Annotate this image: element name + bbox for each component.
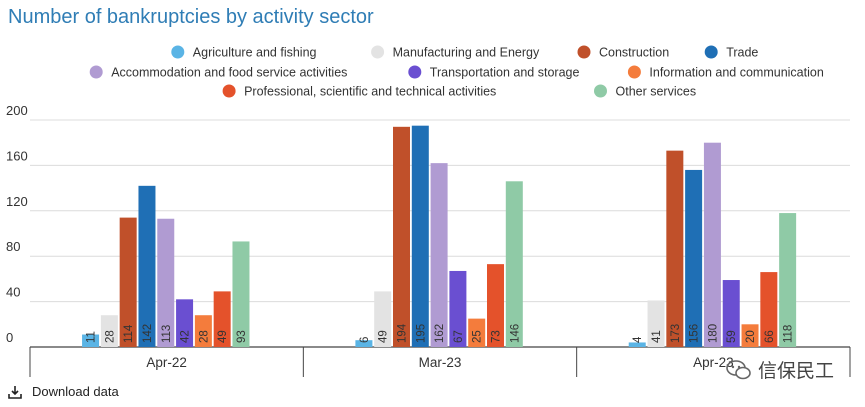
bar — [468, 318, 486, 347]
bar — [505, 181, 523, 347]
y-tick-label: 0 — [6, 330, 13, 345]
x-tick-label: Apr-23 — [693, 355, 734, 370]
bar — [393, 126, 410, 347]
legend-marker — [89, 65, 103, 79]
legend-label: Transportation and storage — [430, 66, 580, 80]
x-tick-label: Mar-23 — [419, 355, 462, 370]
bar-value-label: 41 — [651, 330, 663, 343]
bar — [685, 169, 703, 347]
chart-title: Number of bankruptcies by activity secto… — [8, 6, 374, 28]
bar — [779, 213, 797, 347]
y-tick-label: 120 — [6, 194, 28, 209]
download-icon — [8, 385, 22, 399]
bar-value-label: 118 — [783, 325, 795, 343]
bar-value-label: 195 — [415, 324, 427, 343]
bar-value-label: 11 — [86, 331, 98, 343]
y-tick-label: 40 — [6, 285, 20, 300]
bar — [628, 342, 646, 347]
bar — [176, 299, 194, 347]
watermark-text: 信保民工 — [758, 360, 835, 382]
y-tick-label: 160 — [6, 148, 28, 163]
download-data-button[interactable]: Download data — [8, 384, 119, 399]
bar-value-label: 28 — [198, 330, 210, 343]
bar — [100, 315, 118, 347]
bar-value-label: 180 — [707, 324, 719, 343]
bar-value-label: 93 — [236, 330, 248, 343]
bar-value-label: 25 — [472, 330, 484, 343]
bar-value-label: 73 — [491, 330, 503, 343]
bar — [82, 334, 100, 347]
bar — [741, 324, 759, 347]
bar-value-label: 146 — [509, 324, 521, 343]
y-tick-label: 200 — [6, 103, 28, 118]
bar-value-label: 142 — [142, 324, 154, 343]
bar — [647, 300, 665, 347]
legend-label: Manufacturing and Energy — [393, 46, 540, 60]
legend-label: Accommodation and food service activitie… — [111, 66, 347, 80]
legend-marker — [408, 65, 422, 79]
bar-value-label: 67 — [453, 330, 465, 343]
bar-value-label: 114 — [123, 324, 135, 343]
bar — [760, 272, 778, 347]
legend-label: Trade — [726, 46, 758, 60]
bar — [355, 340, 373, 347]
bar — [194, 315, 212, 347]
bar — [703, 142, 721, 347]
legend-marker — [371, 45, 385, 59]
bar — [213, 291, 231, 347]
bar — [666, 150, 684, 347]
bar-value-label: 66 — [764, 330, 776, 343]
legend-marker — [222, 84, 236, 98]
bar-value-label: 59 — [726, 330, 738, 343]
legend-label: Professional, scientific and technical a… — [244, 85, 496, 99]
bar — [138, 185, 156, 347]
bar — [430, 163, 448, 347]
bar — [722, 280, 740, 347]
bar — [487, 264, 504, 347]
bar-value-label: 28 — [104, 330, 116, 343]
x-tick-label: Apr-22 — [146, 355, 187, 370]
bar — [374, 291, 392, 347]
bar-value-label: 173 — [670, 324, 682, 343]
bar-value-label: 156 — [689, 324, 701, 343]
legend-marker — [594, 84, 607, 98]
bar — [449, 270, 467, 347]
download-data-label: Download data — [32, 384, 119, 399]
y-tick-label: 80 — [6, 239, 20, 254]
legend-label: Other services — [616, 85, 697, 99]
bar — [119, 217, 137, 347]
legend-label: Information and communication — [649, 66, 823, 80]
bar-value-label: 49 — [378, 330, 390, 343]
bar — [157, 218, 175, 347]
bar-value-label: 162 — [434, 324, 446, 343]
bar-value-label: 113 — [161, 325, 173, 343]
bar — [411, 125, 429, 347]
bar — [232, 241, 250, 347]
legend-marker — [171, 45, 185, 59]
bar-value-label: 4 — [632, 336, 644, 343]
bar-value-label: 49 — [217, 330, 229, 343]
watermark: 信保民工 — [726, 356, 834, 383]
bar-value-label: 6 — [359, 337, 371, 343]
legend-label: Construction — [599, 46, 669, 60]
legend-marker — [627, 65, 641, 79]
legend-marker — [704, 45, 718, 59]
bar-value-label: 42 — [180, 330, 192, 343]
legend-marker — [577, 45, 591, 59]
legend-label: Agriculture and fishing — [193, 46, 317, 60]
wechat-icon — [726, 359, 751, 379]
bar-value-label: 20 — [745, 330, 757, 343]
bar-value-label: 194 — [397, 323, 409, 343]
